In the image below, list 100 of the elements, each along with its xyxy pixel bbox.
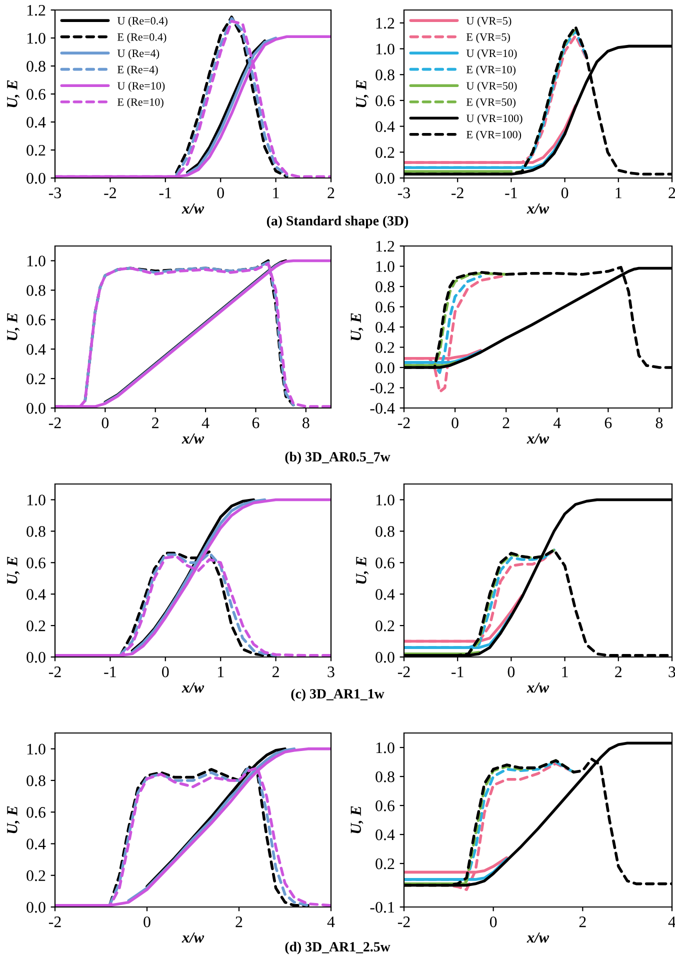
x-tick-label: -1 <box>505 188 517 198</box>
x-tick-label: -1 <box>452 666 464 678</box>
legend-label: U (VR=100) <box>466 114 522 124</box>
y-tick-label: 0.2 <box>26 870 46 882</box>
x-tick-label: 0 <box>452 417 458 428</box>
y-tick-label: 0.0 <box>26 902 46 913</box>
x-tick-label: -2 <box>398 916 410 928</box>
x-tick-label: 0 <box>144 916 150 928</box>
y-tick-label: 0.8 <box>376 281 394 292</box>
x-axis-title: x/w <box>182 932 204 943</box>
legend-label: U (VR=5) <box>466 16 512 27</box>
y-tick-label: 1.0 <box>376 494 394 506</box>
y-tick-label: 0.8 <box>376 526 394 537</box>
y-tick-label: -0.2 <box>370 382 394 394</box>
x-tick-label: -2 <box>48 666 61 678</box>
text: (a) Standard shape (3D) <box>266 216 408 228</box>
x-tick-label: 6 <box>604 418 612 428</box>
x-tick-label: 2 <box>668 188 675 198</box>
x-tick-label: -2 <box>48 418 61 428</box>
y-tick-label: 1.0 <box>376 742 394 754</box>
y-tick-label: 1.0 <box>27 744 46 755</box>
y-tick-label: 0.2 <box>376 858 394 870</box>
x-tick-label: 4 <box>327 916 335 928</box>
x-tick-label: 4 <box>202 418 210 428</box>
y-tick-label: 0.8 <box>376 70 394 80</box>
y-tick-label: 0.2 <box>26 144 46 156</box>
y-tick-label: 1.0 <box>376 261 394 272</box>
x-axis-title: x/w <box>526 433 550 444</box>
legend-label: U (VR=10) <box>466 49 517 60</box>
y-tick-label: 0.0 <box>26 402 46 414</box>
x-tick-label: 1 <box>562 666 568 678</box>
y-tick-label: 1.0 <box>27 256 46 266</box>
x-tick-label: 0 <box>508 666 515 678</box>
x-tick-label: 2 <box>615 666 622 678</box>
legend-label: E (Re=10) <box>118 98 164 108</box>
y-tick-label: 0.2 <box>376 342 394 354</box>
x-tick-label: 0 <box>217 187 224 198</box>
legend-label: U (Re=0.4) <box>117 16 168 27</box>
y-tick-label: 0.6 <box>376 302 394 313</box>
y-tick-label: 0.8 <box>26 285 46 296</box>
y-tick-label: 0.4 <box>376 121 395 132</box>
y-axis-title: U, E <box>7 806 20 834</box>
y-tick-label: 0.0 <box>376 362 394 374</box>
y-tick-label: 0.8 <box>26 526 46 537</box>
y-tick-label: 0.6 <box>26 314 46 326</box>
y-tick-label: 0.2 <box>376 620 394 632</box>
y-tick-label: 1.2 <box>376 18 394 29</box>
x-tick-label: 0 <box>162 666 169 678</box>
y-tick-label: 0.4 <box>26 838 46 850</box>
y-tick-label: 0.0 <box>26 172 46 184</box>
y-tick-label: -0.1 <box>370 902 394 913</box>
y-tick-label: 0.6 <box>26 807 46 818</box>
y-tick-label: 0.4 <box>376 589 395 600</box>
x-tick-label: 2 <box>236 916 242 928</box>
legend-label: E (VR=50) <box>466 98 516 108</box>
y-tick-label: 1.0 <box>376 44 394 55</box>
x-tick-label: -1 <box>159 188 172 198</box>
legend-label: E (VR=5) <box>466 32 510 44</box>
y-tick-label: 0.8 <box>26 60 46 72</box>
x-tick-label: 3 <box>668 666 675 678</box>
y-axis-title: U, E <box>350 806 364 834</box>
y-axis-title: U, E <box>356 556 369 584</box>
x-tick-label: -3 <box>48 188 62 198</box>
legend-label: U (VR=50) <box>466 82 517 92</box>
y-axis-title: U, E <box>7 556 20 584</box>
legend-label: E (Re=0.4) <box>118 32 166 44</box>
y-tick-label: 0.4 <box>376 322 395 333</box>
y-tick-label: 0.0 <box>26 652 46 663</box>
y-tick-label: 0.6 <box>376 800 394 812</box>
y-axis-title: U, E <box>356 80 369 108</box>
x-tick-label: 0 <box>561 187 568 198</box>
y-tick-label: 0.2 <box>26 373 46 384</box>
y-tick-label: 0.2 <box>26 620 46 632</box>
y-tick-label: 0.6 <box>26 88 46 100</box>
x-tick-label: 1 <box>616 188 622 198</box>
y-tick-label: 0.2 <box>376 147 394 158</box>
legend-label: U (Re=4) <box>117 49 160 60</box>
x-tick-label: -1 <box>104 666 116 678</box>
x-tick-label: 2 <box>328 188 334 198</box>
y-tick-label: 0.4 <box>26 589 46 600</box>
y-axis-title: U, E <box>7 80 20 108</box>
x-tick-label: 2 <box>152 418 158 428</box>
x-axis-title: x/w <box>182 203 204 214</box>
y-axis-title: U, E <box>350 313 364 340</box>
text: (d) 3D_AR1_2.5w <box>285 942 390 954</box>
x-tick-label: -2 <box>48 916 61 928</box>
x-tick-label: 1 <box>218 666 224 678</box>
x-axis-title: x/w <box>182 433 204 444</box>
y-axis-title: U, E <box>7 313 20 340</box>
x-tick-label: 8 <box>302 417 310 428</box>
y-tick-label: 1.2 <box>27 4 46 16</box>
x-tick-label: 2 <box>579 916 586 928</box>
x-tick-label: -2 <box>104 188 116 198</box>
x-axis-title: x/w <box>526 932 550 943</box>
y-tick-label: 1.0 <box>27 32 46 44</box>
y-tick-label: 0.6 <box>26 558 46 568</box>
y-tick-label: 0.4 <box>26 116 46 128</box>
legend-label: E (VR=100) <box>466 130 522 141</box>
y-tick-label: 0.4 <box>376 829 395 840</box>
y-tick-label: 0.6 <box>376 558 394 568</box>
